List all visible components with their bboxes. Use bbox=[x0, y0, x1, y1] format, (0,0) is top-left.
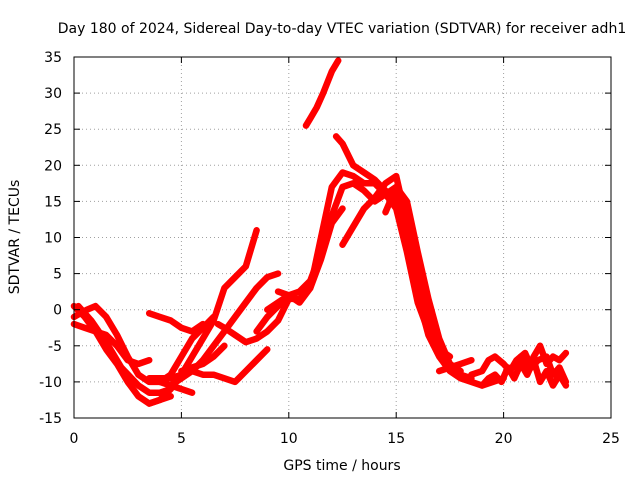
x-tick-label: 15 bbox=[387, 431, 405, 447]
y-tick-label: -15 bbox=[39, 411, 62, 427]
y-tick-label: 10 bbox=[44, 231, 62, 247]
series-line-arc-19 bbox=[435, 356, 475, 375]
series-line-arc-17 bbox=[339, 172, 443, 346]
series-line-arc-16 bbox=[332, 133, 507, 389]
series-line-arc-4 bbox=[75, 302, 174, 396]
y-tick-label: -5 bbox=[48, 339, 62, 355]
x-tick-labels: 0 5 10 15 20 25 bbox=[70, 431, 620, 447]
y-tick-label: 5 bbox=[53, 267, 62, 283]
x-axis-label: GPS time / hours bbox=[283, 458, 400, 474]
y-tick-label: 30 bbox=[44, 86, 62, 102]
x-tick-label: 25 bbox=[602, 431, 620, 447]
y-tick-label: 25 bbox=[44, 122, 62, 138]
chart-title: Day 180 of 2024, Sidereal Day-to-day VTE… bbox=[58, 21, 626, 37]
series-line-arc-8 bbox=[156, 313, 217, 386]
y-tick-labels: -15 -10 -5 0 5 10 15 20 25 30 35 bbox=[39, 50, 62, 427]
grid-lines bbox=[74, 57, 611, 418]
y-tick-label: 20 bbox=[44, 158, 62, 174]
x-tick-label: 20 bbox=[495, 431, 513, 447]
series-line-arc-10 bbox=[178, 342, 228, 375]
x-tick-label: 5 bbox=[177, 431, 186, 447]
series-line-arc-15 bbox=[302, 57, 342, 129]
x-tick-label: 0 bbox=[70, 431, 79, 447]
series-line-arc-18 bbox=[382, 183, 475, 382]
series-line-arc-2 bbox=[70, 320, 153, 368]
series-line-arc-9 bbox=[167, 346, 271, 389]
y-tick-label: 0 bbox=[53, 303, 62, 319]
y-tick-label: -10 bbox=[39, 375, 62, 391]
y-tick-label: 15 bbox=[44, 194, 62, 210]
series-line-arc-14 bbox=[274, 205, 346, 306]
series-line-arc-11 bbox=[214, 295, 293, 346]
y-axis-label: SDTVAR / TECUs bbox=[7, 180, 23, 295]
y-tick-label: 35 bbox=[44, 50, 62, 66]
x-tick-label: 10 bbox=[280, 431, 298, 447]
series-group bbox=[70, 57, 570, 407]
series-line-arc-5 bbox=[145, 227, 260, 407]
axis-ticks bbox=[73, 56, 612, 419]
series-line-arc-22 bbox=[511, 342, 570, 375]
series-line-arc-7 bbox=[145, 310, 207, 335]
